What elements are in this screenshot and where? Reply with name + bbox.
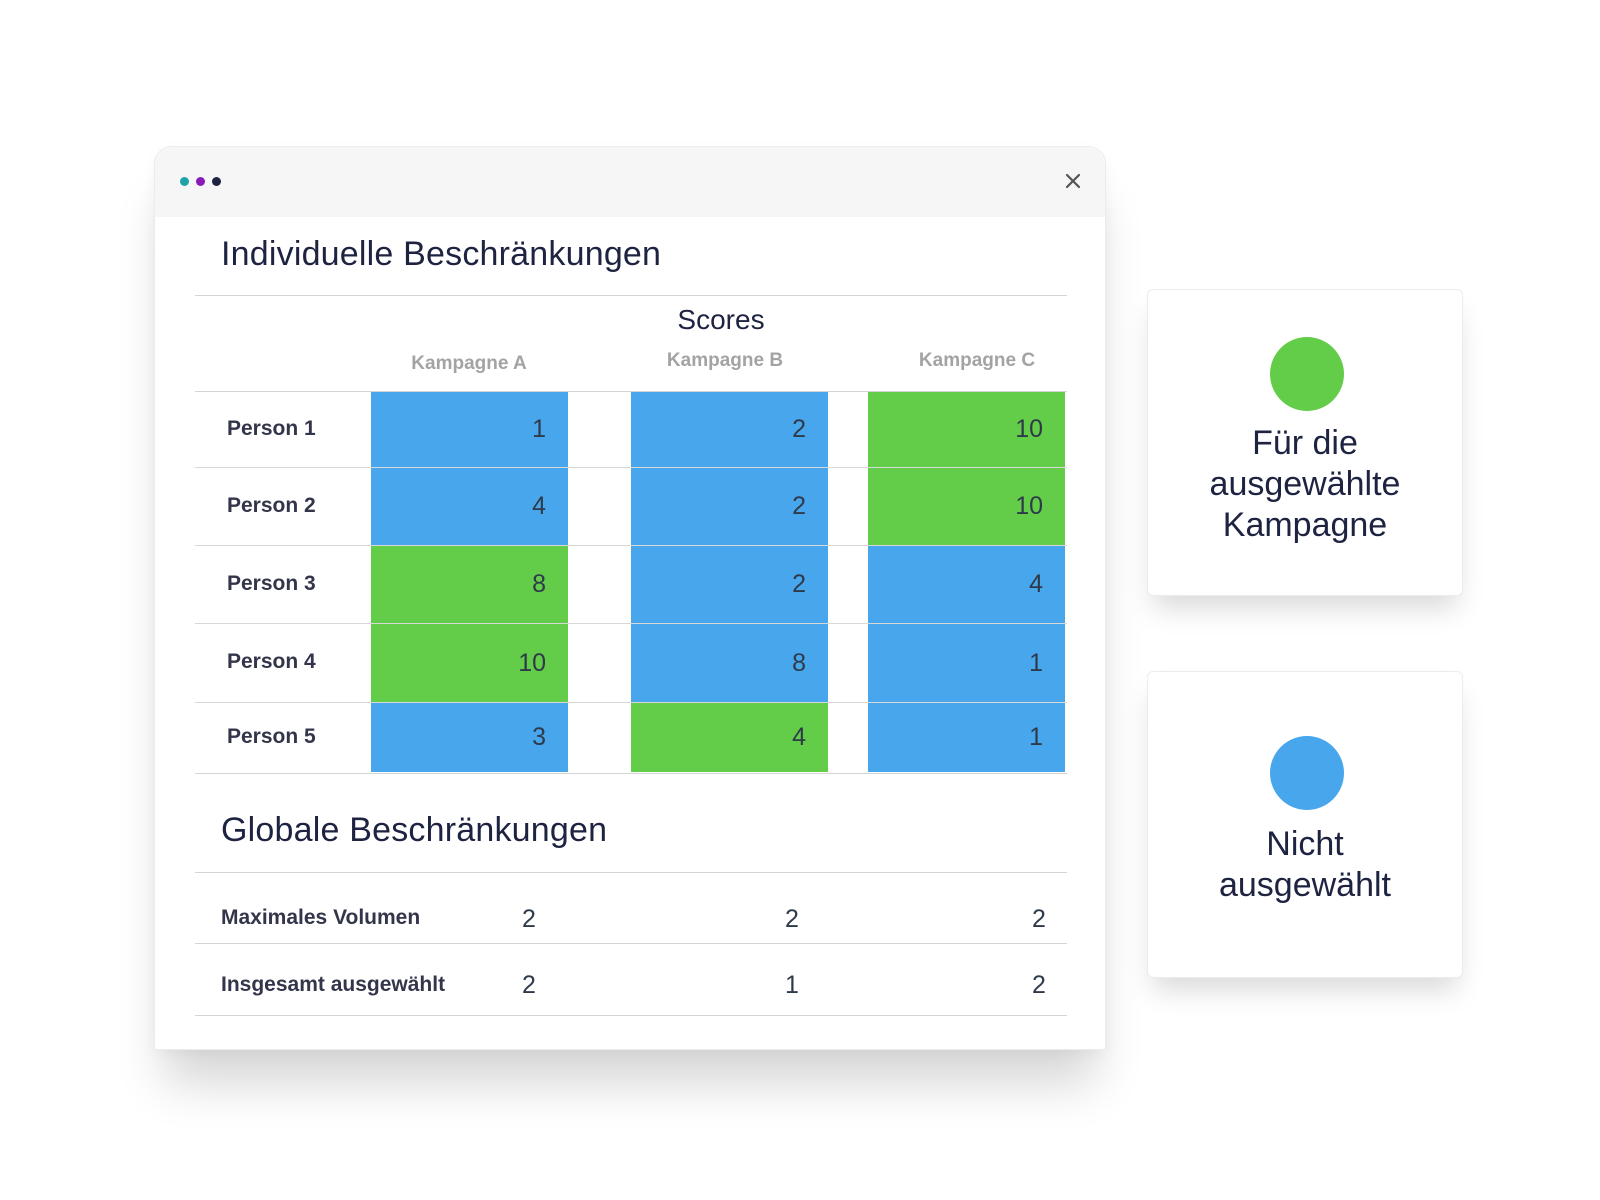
row-label-person-1: Person 1 [227,416,316,440]
close-icon [1065,173,1081,189]
divider [195,943,1067,944]
blue-circle-icon [1270,736,1344,810]
divider [195,295,1067,296]
score-cell: 2 [631,468,828,545]
row-label-person-2: Person 2 [227,493,316,517]
close-button[interactable] [1061,169,1085,193]
legend-card-selected: Für die ausgewählte Kampagne [1147,289,1463,596]
legend-line: Nicht [1266,825,1344,863]
score-cell: 4 [631,703,828,772]
legend-line: Für die [1252,424,1358,462]
global-value: 2 [522,905,536,933]
scores-title: Scores [677,304,765,335]
legend-line: Kampagne [1222,506,1388,544]
global-row-label: Maximales Volumen [221,906,421,929]
score-cell: 8 [631,624,828,702]
score-cell: 10 [868,392,1065,467]
individual-constraints-title: Individuelle Beschränkungen [221,235,662,273]
global-constraints-title: Globale Beschränkungen [221,811,608,849]
row-label-person-4: Person 4 [227,650,316,673]
global-value: 2 [785,905,799,933]
divider [195,773,1067,774]
constraints-window: Individuelle Beschränkungen Scores Kampa… [154,146,1106,1050]
navy-dot [212,177,221,186]
score-cell: 1 [371,392,568,467]
teal-dot [180,177,189,186]
legend-card-not-selected: Nicht ausgewählt [1147,671,1463,978]
row-divider [195,702,1067,703]
legend-text-not-selected: Nicht ausgewählt [1148,824,1462,906]
score-cell: 2 [631,546,828,623]
global-row-label: Insgesamt ausgewählt [221,973,446,996]
divider [195,1015,1067,1016]
legend-text-selected: Für die ausgewählte Kampagne [1148,423,1462,546]
score-cell: 10 [371,624,568,702]
row-label-person-5: Person 5 [227,724,316,748]
row-divider [195,545,1067,546]
column-header-kampagne-b: Kampagne B [666,350,784,371]
green-circle-icon [1270,337,1344,411]
score-cell: 2 [631,392,828,467]
window-titlebar [155,147,1105,217]
score-cell: 1 [868,703,1065,772]
score-cell: 10 [868,468,1065,545]
row-divider [195,467,1067,468]
column-header-kampagne-a: Kampagne A [411,353,527,374]
score-cell: 4 [371,468,568,545]
legend-line: ausgewählte [1209,465,1401,503]
score-cell: 3 [371,703,568,772]
purple-dot [196,177,205,186]
score-cell: 1 [868,624,1065,702]
legend-line: ausgewählt [1218,866,1391,904]
global-value: 2 [1032,971,1046,999]
global-value: 2 [522,971,536,999]
score-cell: 8 [371,546,568,623]
row-label-person-3: Person 3 [227,571,316,595]
divider [195,872,1067,873]
row-divider [195,623,1067,624]
global-value: 2 [1032,905,1046,933]
global-value: 1 [785,971,799,999]
score-cell: 4 [868,546,1065,623]
divider [195,391,1067,392]
column-header-kampagne-c: Kampagne C [918,350,1036,371]
